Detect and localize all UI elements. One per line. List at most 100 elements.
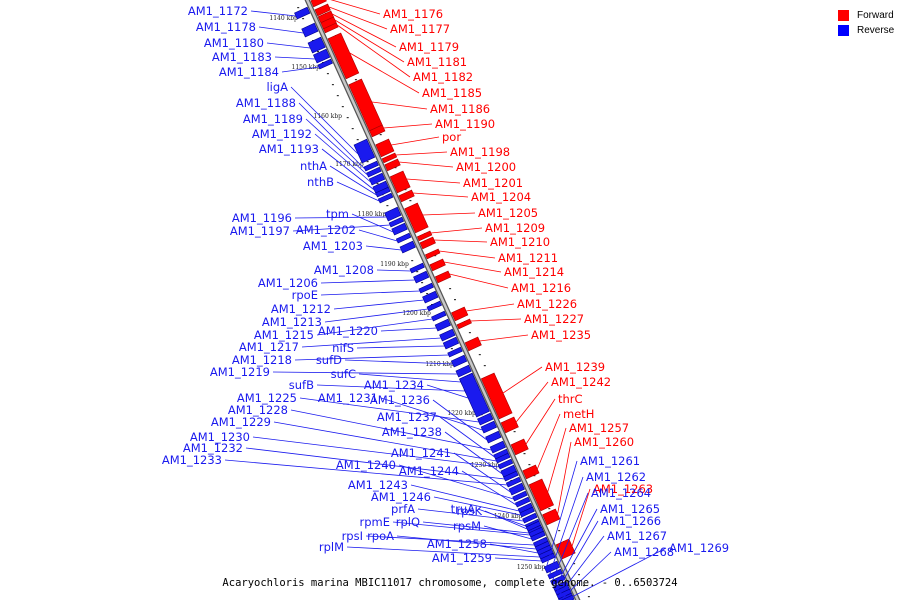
reverse-leader-line — [316, 318, 433, 336]
reverse-leader-line — [551, 492, 589, 584]
tick-mark — [583, 585, 585, 587]
gene-label-nthb: nthB — [307, 175, 334, 189]
forward-leader-line — [412, 192, 469, 198]
gene-label-sufb: sufB — [289, 378, 314, 392]
gene-label-am1-1186: AM1_1186 — [430, 102, 490, 116]
tick-mark — [297, 7, 300, 9]
scale-tick-label: 1250 kbp — [517, 564, 546, 571]
axis-line-highlight — [305, 0, 580, 600]
reverse-gene — [485, 430, 502, 444]
forward-gene — [369, 124, 386, 138]
forward-leader-line — [502, 366, 543, 394]
gene-label-am1-1180: AM1_1180 — [204, 36, 264, 50]
forward-leader-line — [547, 427, 567, 493]
reverse-leader-line — [274, 56, 316, 60]
forward-leader-line — [434, 239, 488, 243]
reverse-leader-line — [314, 133, 371, 183]
reverse-gene — [384, 206, 402, 222]
strand-legend: Forward Reverse — [838, 8, 894, 38]
scale-tick-label: 1150 kbp — [292, 64, 321, 71]
gene-label-am1-1233: AM1_1233 — [162, 453, 222, 467]
gene-label-am1-1196: AM1_1196 — [232, 211, 292, 225]
gene-label-ntha: nthA — [300, 159, 327, 173]
tick-mark — [341, 106, 344, 108]
tick-mark — [379, 134, 382, 136]
reverse-gene — [409, 262, 425, 274]
scale-tick-label: 1210 kbp — [425, 361, 454, 368]
reverse-leader-line — [410, 484, 520, 512]
forward-leader-line — [557, 441, 572, 515]
reverse-leader-line — [559, 551, 612, 600]
gene-label-am1-1190: AM1_1190 — [435, 117, 495, 131]
gene-label-am1-1267: AM1_1267 — [607, 529, 667, 543]
forward-gene — [404, 202, 429, 234]
reverse-gene — [480, 420, 497, 434]
reverse-leader-line — [305, 118, 368, 176]
reverse-leader-line — [548, 476, 584, 578]
tick-mark — [426, 293, 429, 295]
gene-label-am1-1177: AM1_1177 — [390, 22, 450, 36]
reverse-leader-line — [266, 42, 311, 49]
gene-label-am1-1197: AM1_1197 — [230, 224, 290, 238]
gene-label-am1-1261: AM1_1261 — [580, 454, 640, 468]
gene-label-sufc: sufC — [331, 367, 356, 381]
reverse-leader-line — [380, 327, 437, 332]
gene-label-am1-1239: AM1_1239 — [545, 360, 605, 374]
reverse-leader-line — [336, 181, 380, 202]
gene-label-am1-1232: AM1_1232 — [183, 441, 243, 455]
gene-label-am1-1259: AM1_1259 — [432, 551, 492, 565]
tick-mark — [578, 574, 580, 576]
gene-label-am1-1204: AM1_1204 — [471, 190, 531, 204]
tick-mark — [354, 79, 357, 81]
reverse-leader-line — [298, 102, 366, 170]
reverse-gene — [368, 172, 386, 186]
gene-label-am1-1192: AM1_1192 — [252, 127, 312, 141]
gene-label-thrc: thrC — [558, 392, 583, 406]
gene-label-am1-1201: AM1_1201 — [463, 176, 523, 190]
gene-label-tpm: tpm — [326, 207, 349, 221]
reverse-gene — [455, 364, 472, 378]
forward-leader-line — [430, 227, 483, 234]
forward-gene — [500, 416, 519, 434]
reverse-gene — [418, 282, 434, 294]
forward-leader-line — [398, 161, 454, 168]
reverse-leader-line — [444, 431, 503, 475]
gene-label-am1-1266: AM1_1266 — [601, 514, 661, 528]
reverse-leader-line — [258, 26, 304, 34]
tick-mark — [411, 260, 414, 262]
reverse-gene — [512, 490, 528, 502]
gene-label-am1-1208: AM1_1208 — [314, 263, 374, 277]
gene-label-am1-1183: AM1_1183 — [212, 50, 272, 64]
reverse-leader-line — [422, 521, 529, 534]
gene-label-am1-1262: AM1_1262 — [586, 470, 646, 484]
reverse-leader-line — [299, 397, 479, 423]
gene-label-am1-1244: AM1_1244 — [399, 464, 459, 478]
reverse-gene — [508, 482, 525, 496]
reverse-leader-line — [380, 397, 483, 431]
forward-gene — [425, 248, 441, 260]
reverse-leader-line — [344, 359, 453, 365]
gene-label-am1-1226: AM1_1226 — [517, 297, 577, 311]
tick-mark — [317, 51, 319, 53]
tick-mark — [523, 453, 526, 455]
reverse-leader-line — [245, 447, 505, 480]
reverse-gene — [505, 476, 522, 488]
reverse-gene — [439, 328, 456, 342]
reverse-gene — [353, 138, 376, 164]
forward-gene — [510, 438, 529, 456]
gene-label-am1-1217: AM1_1217 — [239, 340, 299, 354]
gene-label-am1-1218: AM1_1218 — [232, 353, 292, 367]
gene-label-rpoa: rpoA — [367, 529, 394, 543]
gene-label-meth: metH — [563, 407, 594, 421]
scale-tick-label: 1190 kbp — [380, 261, 409, 268]
reverse-leader-line — [320, 290, 420, 296]
reverse-leader-line — [396, 535, 537, 550]
forward-gene — [375, 138, 395, 158]
gene-label-am1-1182: AM1_1182 — [413, 70, 473, 84]
gene-label-am1-1213: AM1_1213 — [262, 315, 322, 329]
gene-label-am1-1179: AM1_1179 — [399, 40, 459, 54]
gene-label-am1-1260: AM1_1260 — [574, 435, 634, 449]
reverse-leader-line — [565, 547, 667, 600]
reverse-leader-line — [346, 546, 540, 558]
